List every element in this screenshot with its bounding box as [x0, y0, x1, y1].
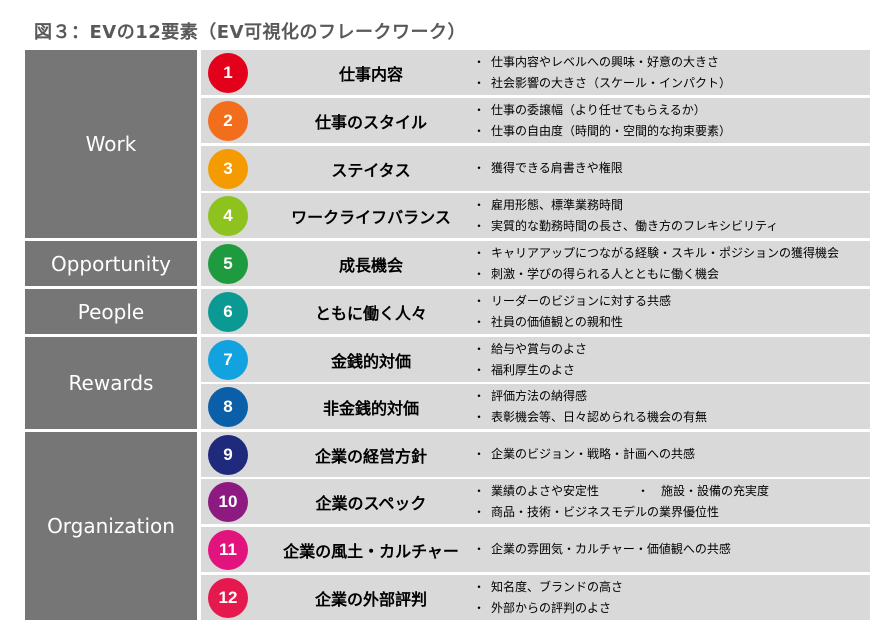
element-label: ワークライフバランス [291, 207, 451, 227]
detail-item: ・表彰機会等、日々認められる機会の有無 [473, 409, 708, 424]
detail-item: ・仕事内容やレベルへの興味・好意の大きさ [473, 54, 720, 69]
element-details: ・企業のビジョン・戦略・計画への共感 [473, 432, 865, 477]
detail-item: ・キャリアアップにつながる経験・スキル・ポジションの獲得機会 [473, 245, 840, 260]
detail-item: ・福利厚生のよさ [473, 362, 576, 377]
element-label: 金銭的対価 [330, 351, 411, 371]
element-number-badge: 7 [208, 340, 248, 380]
element-details: ・キャリアアップにつながる経験・スキル・ポジションの獲得機会・刺激・学びの得られ… [473, 241, 865, 286]
element-row-5: 5 成長機会 ・キャリアアップにつながる経験・スキル・ポジションの獲得機会・刺激・学… [201, 241, 870, 286]
detail-item: ・給与や賞与のよさ [473, 341, 588, 356]
element-details: ・仕事内容やレベルへの興味・好意の大きさ・社会影響の大きさ（スケール・インパクト… [473, 50, 865, 95]
element-row-7: 7 金銭的対価 ・給与や賞与のよさ・福利厚生のよさ [201, 337, 870, 382]
category-work: Work [25, 50, 197, 238]
element-label: 成長機会 [338, 255, 403, 275]
detail-item: ・実質的な勤務時間の長さ、働き方のフレキシビリティ [473, 218, 779, 233]
detail-item: ・仕事の委譲幅（より任せてもらえるか） [473, 102, 706, 117]
element-number-badge: 12 [208, 578, 248, 618]
detail-item: ・知名度、ブランドの高さ [473, 579, 624, 594]
detail-item: ・獲得できる肩書きや権限 [473, 161, 623, 175]
element-details: ・評価方法の納得感・表彰機会等、日々認められる機会の有無 [473, 384, 865, 429]
element-row-12: 12 企業の外部評判 ・知名度、ブランドの高さ・外部からの評判のよさ [201, 575, 870, 620]
detail-item: ・商品・技術・ビジネスモデルの業界優位性 [473, 504, 720, 519]
element-row-10: 10 企業のスペック ・業績のよさや安定性・ 施設・設備の充実度・商品・技術・ビジネ… [201, 479, 870, 524]
detail-item: ・外部からの評判のよさ [473, 600, 612, 615]
element-row-9: 9 企業の経営方針 ・企業のビジョン・戦略・計画への共感 [201, 432, 870, 477]
detail-item: ・企業のビジョン・戦略・計画への共感 [473, 447, 696, 461]
element-label: ステイタス [331, 160, 411, 180]
element-label: 非金銭的対価 [322, 398, 419, 418]
detail-item-extra: ・ 施設・設備の充実度 [637, 483, 770, 498]
detail-item: ・業績のよさや安定性・ 施設・設備の充実度 [473, 481, 865, 502]
element-number-badge: 6 [208, 292, 248, 332]
detail-item: ・リーダーのビジョンに対する共感 [473, 293, 672, 308]
element-row-2: 2 仕事のスタイル ・仕事の委譲幅（より任せてもらえるか） ・仕事の自由度（時間的・空… [201, 98, 870, 143]
element-number-badge: 11 [208, 530, 248, 570]
element-number-badge: 2 [208, 101, 248, 141]
detail-item: ・刺激・学びの得られる人とともに働く機会 [473, 266, 720, 281]
element-number-badge: 1 [208, 53, 248, 93]
element-number-badge: 8 [208, 387, 248, 427]
element-row-11: 11 企業の風土・カルチャー・企業の雰囲気・カルチャー・価値観への共感 [201, 527, 870, 572]
element-details: ・業績のよさや安定性・ 施設・設備の充実度・商品・技術・ビジネスモデルの業界優位… [473, 479, 865, 524]
element-row-4: 4 ワークライフバランス ・雇用形態、標準業務時間・実質的な勤務時間の長さ、働き方の… [201, 193, 870, 238]
element-details: ・リーダーのビジョンに対する共感・社員の価値観との親和性 [473, 289, 865, 334]
detail-item: ・企業の雰囲気・カルチャー・価値観への共感 [473, 542, 731, 556]
element-row-6: 6 ともに働く人々 ・リーダーのビジョンに対する共感・社員の価値観との親和性 [201, 289, 870, 334]
element-number-badge: 3 [208, 149, 248, 189]
element-details: ・知名度、ブランドの高さ・外部からの評判のよさ [473, 575, 865, 620]
element-label: 企業の外部評判 [314, 589, 427, 609]
category-opportunity: Opportunity [25, 241, 197, 286]
element-label: 仕事内容 [338, 64, 403, 84]
element-label: 企業の風土・カルチャー [283, 541, 459, 561]
detail-item: ・雇用形態、標準業務時間 [473, 197, 624, 212]
element-details: ・企業の雰囲気・カルチャー・価値観への共感 [473, 527, 865, 572]
element-row-3: 3 ステイタス ・獲得できる肩書きや権限 [201, 146, 870, 191]
element-label: 企業の経営方針 [314, 446, 427, 466]
element-row-1: 1 仕事内容 ・仕事内容やレベルへの興味・好意の大きさ・社会影響の大きさ（スケール・… [201, 50, 870, 95]
element-number-badge: 9 [208, 435, 248, 475]
element-number-badge: 4 [208, 196, 248, 236]
element-details: ・仕事の委譲幅（より任せてもらえるか） ・仕事の自由度（時間的・空間的な拘束要素） [473, 98, 865, 143]
category-organization: Organization [25, 432, 197, 620]
figure-title: 図３：EVの12要素（EV可視化のフレークワーク） [34, 22, 466, 43]
element-details: ・雇用形態、標準業務時間・実質的な勤務時間の長さ、働き方のフレキシビリティ [473, 193, 865, 238]
detail-item: ・評価方法の納得感 [473, 388, 588, 403]
detail-item: ・社員の価値観との親和性 [473, 314, 623, 329]
element-number-badge: 10 [208, 482, 248, 522]
element-details: ・獲得できる肩書きや権限 [473, 146, 865, 191]
detail-item: ・仕事の自由度（時間的・空間的な拘束要素） [473, 123, 732, 138]
element-label: ともに働く人々 [314, 303, 427, 323]
element-label: 企業のスペック [315, 493, 427, 513]
category-rewards: Rewards [25, 337, 197, 429]
element-number-badge: 5 [208, 244, 248, 284]
category-people: People [25, 289, 197, 334]
detail-item: ・社会影響の大きさ（スケール・インパクト） [473, 75, 732, 90]
element-label: 仕事のスタイル [314, 112, 427, 132]
element-details: ・給与や賞与のよさ・福利厚生のよさ [473, 337, 865, 382]
element-row-8: 8 非金銭的対価 ・評価方法の納得感・表彰機会等、日々認められる機会の有無 [201, 384, 870, 429]
